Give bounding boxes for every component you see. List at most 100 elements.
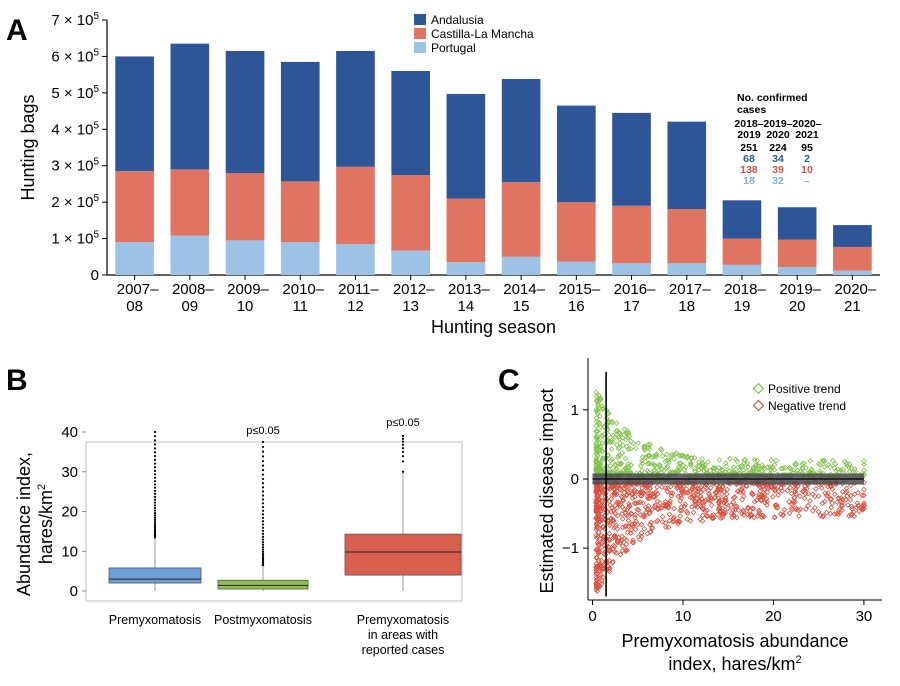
outlier-point-2-20	[401, 447, 405, 450]
outlier-point-0-23	[153, 492, 157, 495]
outlier-point-1-40	[261, 440, 265, 444]
panel-a-y-tick-exponent: 5	[93, 11, 99, 22]
negative-trend-point-1378	[759, 494, 765, 500]
bar-castilla-la-mancha-2	[225, 173, 265, 241]
bar-castilla-la-mancha-5	[391, 175, 431, 251]
negative-trend-point-1252	[623, 541, 630, 548]
outlier-point-0-35	[153, 451, 157, 454]
negative-trend-point-1302	[855, 502, 861, 509]
positive-trend-point-1230	[593, 458, 600, 465]
negative-trend-point-533	[861, 492, 867, 499]
negative-trend-point-309	[760, 483, 767, 490]
negative-trend-point-1377	[595, 492, 601, 499]
negative-trend-point-1094	[600, 502, 607, 509]
negative-trend-point-240	[652, 502, 659, 508]
cases-table-title-line1: No. confirmed	[737, 92, 808, 104]
negative-trend-point-1154	[598, 532, 605, 539]
positive-trend-point-1342	[596, 467, 603, 474]
box-1	[217, 579, 309, 590]
cases-table-cell-2-2: 10	[801, 164, 813, 176]
negative-trend-point-1006	[593, 571, 600, 578]
outlier-point-1-28	[261, 494, 265, 497]
panel-c-y-axis-title: Estimated disease impact	[537, 388, 557, 593]
negative-trend-point-930	[706, 497, 713, 504]
negative-trend-point-1184	[756, 508, 763, 515]
panel-b-y-tick-label-1: 10	[61, 543, 78, 560]
panel-a-x-tick-label-line2-8: 16	[568, 298, 585, 315]
negative-trend-point-741	[637, 511, 644, 518]
cases-table-cell-0-1: 224	[769, 142, 787, 154]
negative-trend-point-1250	[618, 538, 625, 544]
negative-trend-point-1285	[649, 524, 656, 531]
bar-portugal-0	[115, 242, 154, 275]
positive-trend-point-743	[797, 468, 804, 475]
negative-trend-point-1152	[845, 502, 851, 508]
positive-trend-point-385	[744, 463, 751, 470]
negative-trend-point-707	[745, 505, 751, 512]
panel-a-x-tick-label-line2-7: 15	[513, 298, 530, 315]
negative-trend-point-1195	[614, 538, 621, 544]
outlier-point-2-25	[401, 443, 405, 446]
negative-trend-point-469	[603, 490, 609, 497]
negative-trend-point-1332	[619, 533, 625, 540]
positive-trend-point-1384	[593, 464, 599, 470]
positive-trend-point-91	[593, 415, 600, 421]
positive-trend-point-880	[817, 468, 823, 474]
positive-trend-point-1395	[688, 455, 695, 462]
positive-trend-point-1265	[653, 452, 659, 458]
panel-b-boxplot: p≤0.05 p≤0.05 0 10 20 30 40 Premyxomatosis Pos…	[14, 417, 463, 657]
negative-trend-point-1372	[614, 526, 621, 532]
negative-trend-point-771	[677, 498, 684, 504]
positive-trend-point-1196	[594, 397, 600, 404]
bar-portugal-12	[777, 266, 817, 275]
negative-trend-point-1083	[801, 483, 808, 490]
panel-a-x-tick-label-line2-2: 10	[237, 298, 254, 315]
panel-c-x-axis-title: Premyxomatosis abundance index, hares/km2	[621, 631, 848, 674]
negative-trend-point-1086	[634, 489, 640, 495]
positive-trend-point-1310	[846, 464, 852, 471]
outlier-point-0-33	[153, 458, 157, 462]
bar-portugal-10	[667, 263, 707, 275]
negative-trend-point-266	[595, 575, 602, 582]
negative-trend-point-548	[638, 521, 645, 528]
positive-trend-point-399	[846, 468, 853, 475]
negative-trend-point-1042	[610, 517, 617, 523]
panel-a-x-tick-label-line1-10: 2017–	[669, 281, 711, 298]
negative-trend-point-1127	[600, 574, 607, 581]
box-0	[108, 567, 202, 584]
negative-trend-point-750	[750, 505, 757, 512]
negative-trend-point-631	[632, 494, 638, 500]
negative-trend-point-1398	[792, 505, 799, 511]
negative-trend-point-422	[631, 500, 638, 507]
panel-b-y-title-unit: hares/km	[36, 490, 56, 564]
positive-trend-point-1234	[661, 467, 667, 474]
positive-trend-point-639	[607, 457, 614, 464]
positive-trend-point-746	[617, 461, 624, 468]
negative-trend-point-677	[775, 488, 782, 495]
bar-castilla-la-mancha-12	[777, 239, 817, 267]
bar-castilla-la-mancha-3	[280, 181, 320, 243]
panel-a-y-tick-exponent: 5	[93, 84, 99, 95]
negative-trend-point-946	[676, 518, 683, 525]
negative-trend-point-257	[699, 512, 706, 519]
negative-trend-point-1328	[744, 511, 751, 518]
negative-trend-point-923	[641, 511, 647, 518]
negative-trend-point-932	[689, 504, 695, 510]
negative-trend-point-336	[753, 497, 760, 504]
negative-trend-point-588	[610, 546, 617, 552]
negative-trend-point-1191	[664, 485, 671, 491]
bar-portugal-6	[446, 262, 486, 275]
positive-trend-point-948	[637, 462, 644, 469]
negative-trend-point-1335	[634, 506, 641, 513]
positive-trend-point-1316	[675, 468, 682, 474]
negative-trend-point-1205	[792, 486, 799, 492]
outlier-point-1-33	[261, 473, 265, 476]
negative-trend-point-538	[734, 488, 741, 495]
negative-trend-point-1333	[834, 510, 840, 517]
negative-trend-point-1222	[603, 543, 609, 550]
legend-swatch-portugal	[414, 42, 426, 53]
negative-trend-point-673	[594, 520, 601, 526]
negative-trend-point-614	[775, 492, 782, 498]
positive-trend-point-769	[651, 467, 658, 473]
